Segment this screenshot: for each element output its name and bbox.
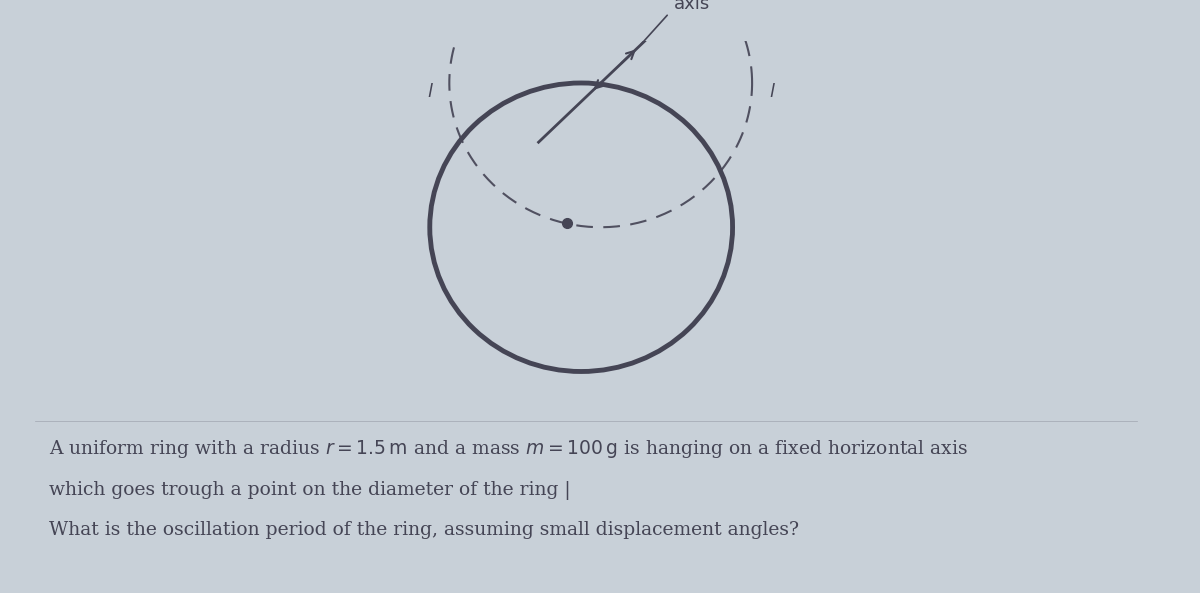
Text: l: l (427, 83, 432, 101)
Text: which goes trough a point on the diameter of the ring |: which goes trough a point on the diamete… (49, 481, 570, 500)
Text: axis: axis (674, 0, 710, 13)
Text: l: l (769, 83, 774, 101)
Text: A uniform ring with a radius $r = 1.5\,\mathrm{m}$ and a mass $m = 100\,\mathrm{: A uniform ring with a radius $r = 1.5\,\… (49, 438, 968, 460)
Text: What is the oscillation period of the ring, assuming small displacement angles?: What is the oscillation period of the ri… (49, 521, 799, 538)
